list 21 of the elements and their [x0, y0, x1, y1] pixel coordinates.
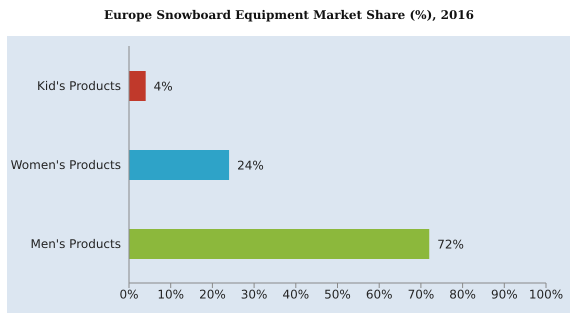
y-tick-label: Kid's Products	[37, 78, 121, 93]
data-label: 24%	[237, 158, 264, 172]
x-tick-label: 20%	[199, 288, 226, 302]
bar	[129, 71, 146, 101]
x-tick-label: 70%	[408, 288, 434, 302]
x-tick-label: 80%	[449, 288, 476, 302]
y-tick-label: Men's Products	[30, 236, 121, 251]
bar	[129, 229, 430, 259]
x-tick-label: 60%	[366, 288, 393, 302]
chart-title: Europe Snowboard Equipment Market Share (%), 2016	[102, 8, 476, 22]
y-tick-label: Women's Products	[10, 158, 121, 172]
x-tick-label: 40%	[282, 288, 310, 302]
x-tick-label: 50%	[324, 288, 351, 302]
x-tick-label: 100%	[528, 288, 564, 302]
data-label: 72%	[437, 237, 464, 252]
data-label: 4%	[154, 79, 173, 94]
bar	[129, 150, 230, 180]
x-tick-label: 90%	[490, 288, 518, 302]
x-tick-label: 10%	[157, 288, 184, 302]
x-tick-label: 0%	[119, 288, 139, 302]
x-tick-label: 30%	[240, 288, 268, 302]
